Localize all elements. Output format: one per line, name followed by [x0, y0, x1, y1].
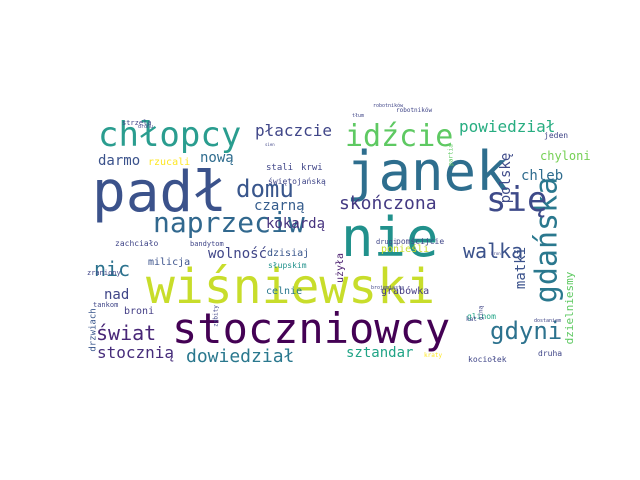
word-32: rzucali: [148, 157, 190, 168]
word-60: giną: [478, 305, 485, 320]
word-13: dowiedział: [186, 346, 294, 367]
word-21: kokardą: [266, 216, 325, 232]
word-2: stoczniowcy: [172, 304, 450, 353]
word-24: matki: [513, 247, 529, 289]
word-67: dronu: [138, 124, 153, 130]
word-19: płaczcie: [255, 121, 332, 140]
word-3: padł: [92, 160, 227, 225]
word-31: chyloni: [540, 149, 591, 163]
word-57: zabity: [213, 305, 220, 327]
word-30: dzielniesmy: [563, 271, 576, 344]
word-26: darmo: [98, 153, 140, 169]
word-47: zachciało: [115, 239, 159, 248]
word-35: celnie: [266, 286, 302, 297]
word-55: robotników: [396, 107, 433, 114]
word-23: wolność: [208, 246, 267, 262]
word-5: chłopcy: [98, 115, 241, 155]
word-6: gdańska: [530, 177, 565, 303]
word-53: druha: [538, 349, 562, 358]
word-54: jeden: [544, 131, 568, 140]
word-68: robotników: [373, 102, 404, 109]
word-28: nad: [104, 287, 129, 303]
word-16: nic: [94, 257, 130, 281]
word-29: polskę: [498, 153, 514, 204]
word-50: tankom: [93, 301, 118, 309]
word-62: dostaniem: [534, 318, 561, 324]
word-59: kat: [466, 316, 477, 323]
word-64: tłum: [352, 113, 364, 119]
word-44: pomścijcie: [396, 236, 444, 246]
word-34: dzisiaj: [267, 248, 309, 259]
word-63: kraty: [424, 352, 442, 359]
word-41: stali: [266, 163, 293, 173]
word-1: janek: [346, 140, 509, 203]
word-18: powiedział: [459, 117, 555, 136]
word-12: skończona: [339, 193, 437, 214]
word-4: nie: [341, 206, 439, 269]
word-8: naprzeciw: [153, 206, 305, 239]
word-66: bron: [491, 251, 501, 256]
word-51: glinom: [467, 312, 496, 321]
word-61: brojemiasta: [371, 285, 404, 291]
word-33: milicja: [148, 257, 190, 268]
word-10: domu: [236, 175, 294, 203]
word-0: wiśniewski: [146, 259, 435, 315]
word-22: czarną: [254, 198, 305, 214]
word-37: ponieśli: [381, 243, 429, 255]
word-38: użyła: [335, 253, 346, 283]
word-56: strzela: [122, 119, 152, 127]
word-17: stocznią: [97, 343, 174, 362]
word-45: drugi: [376, 238, 397, 246]
word-48: bandytom: [190, 240, 224, 248]
word-65: sien: [265, 142, 275, 147]
word-39: broni: [124, 306, 154, 317]
word-11: gdyni: [490, 317, 562, 345]
word-27: nową: [200, 150, 234, 166]
word-42: krwi: [301, 163, 323, 173]
word-9: się: [486, 180, 547, 220]
word-25: chleb: [521, 168, 563, 184]
word-58: partia: [448, 144, 455, 166]
word-43: świętojańską: [268, 176, 326, 186]
word-40: drzwiach: [89, 308, 99, 351]
word-52: kociołek: [468, 355, 507, 364]
word-15: walka: [463, 239, 523, 263]
word-20: sztandar: [346, 345, 413, 361]
word-46: słupskim: [268, 261, 307, 270]
word-7: idźcie: [345, 119, 453, 154]
word-49: zraniony: [87, 269, 121, 277]
word-14: świat: [96, 321, 156, 345]
word-36: grabówka: [381, 285, 429, 297]
